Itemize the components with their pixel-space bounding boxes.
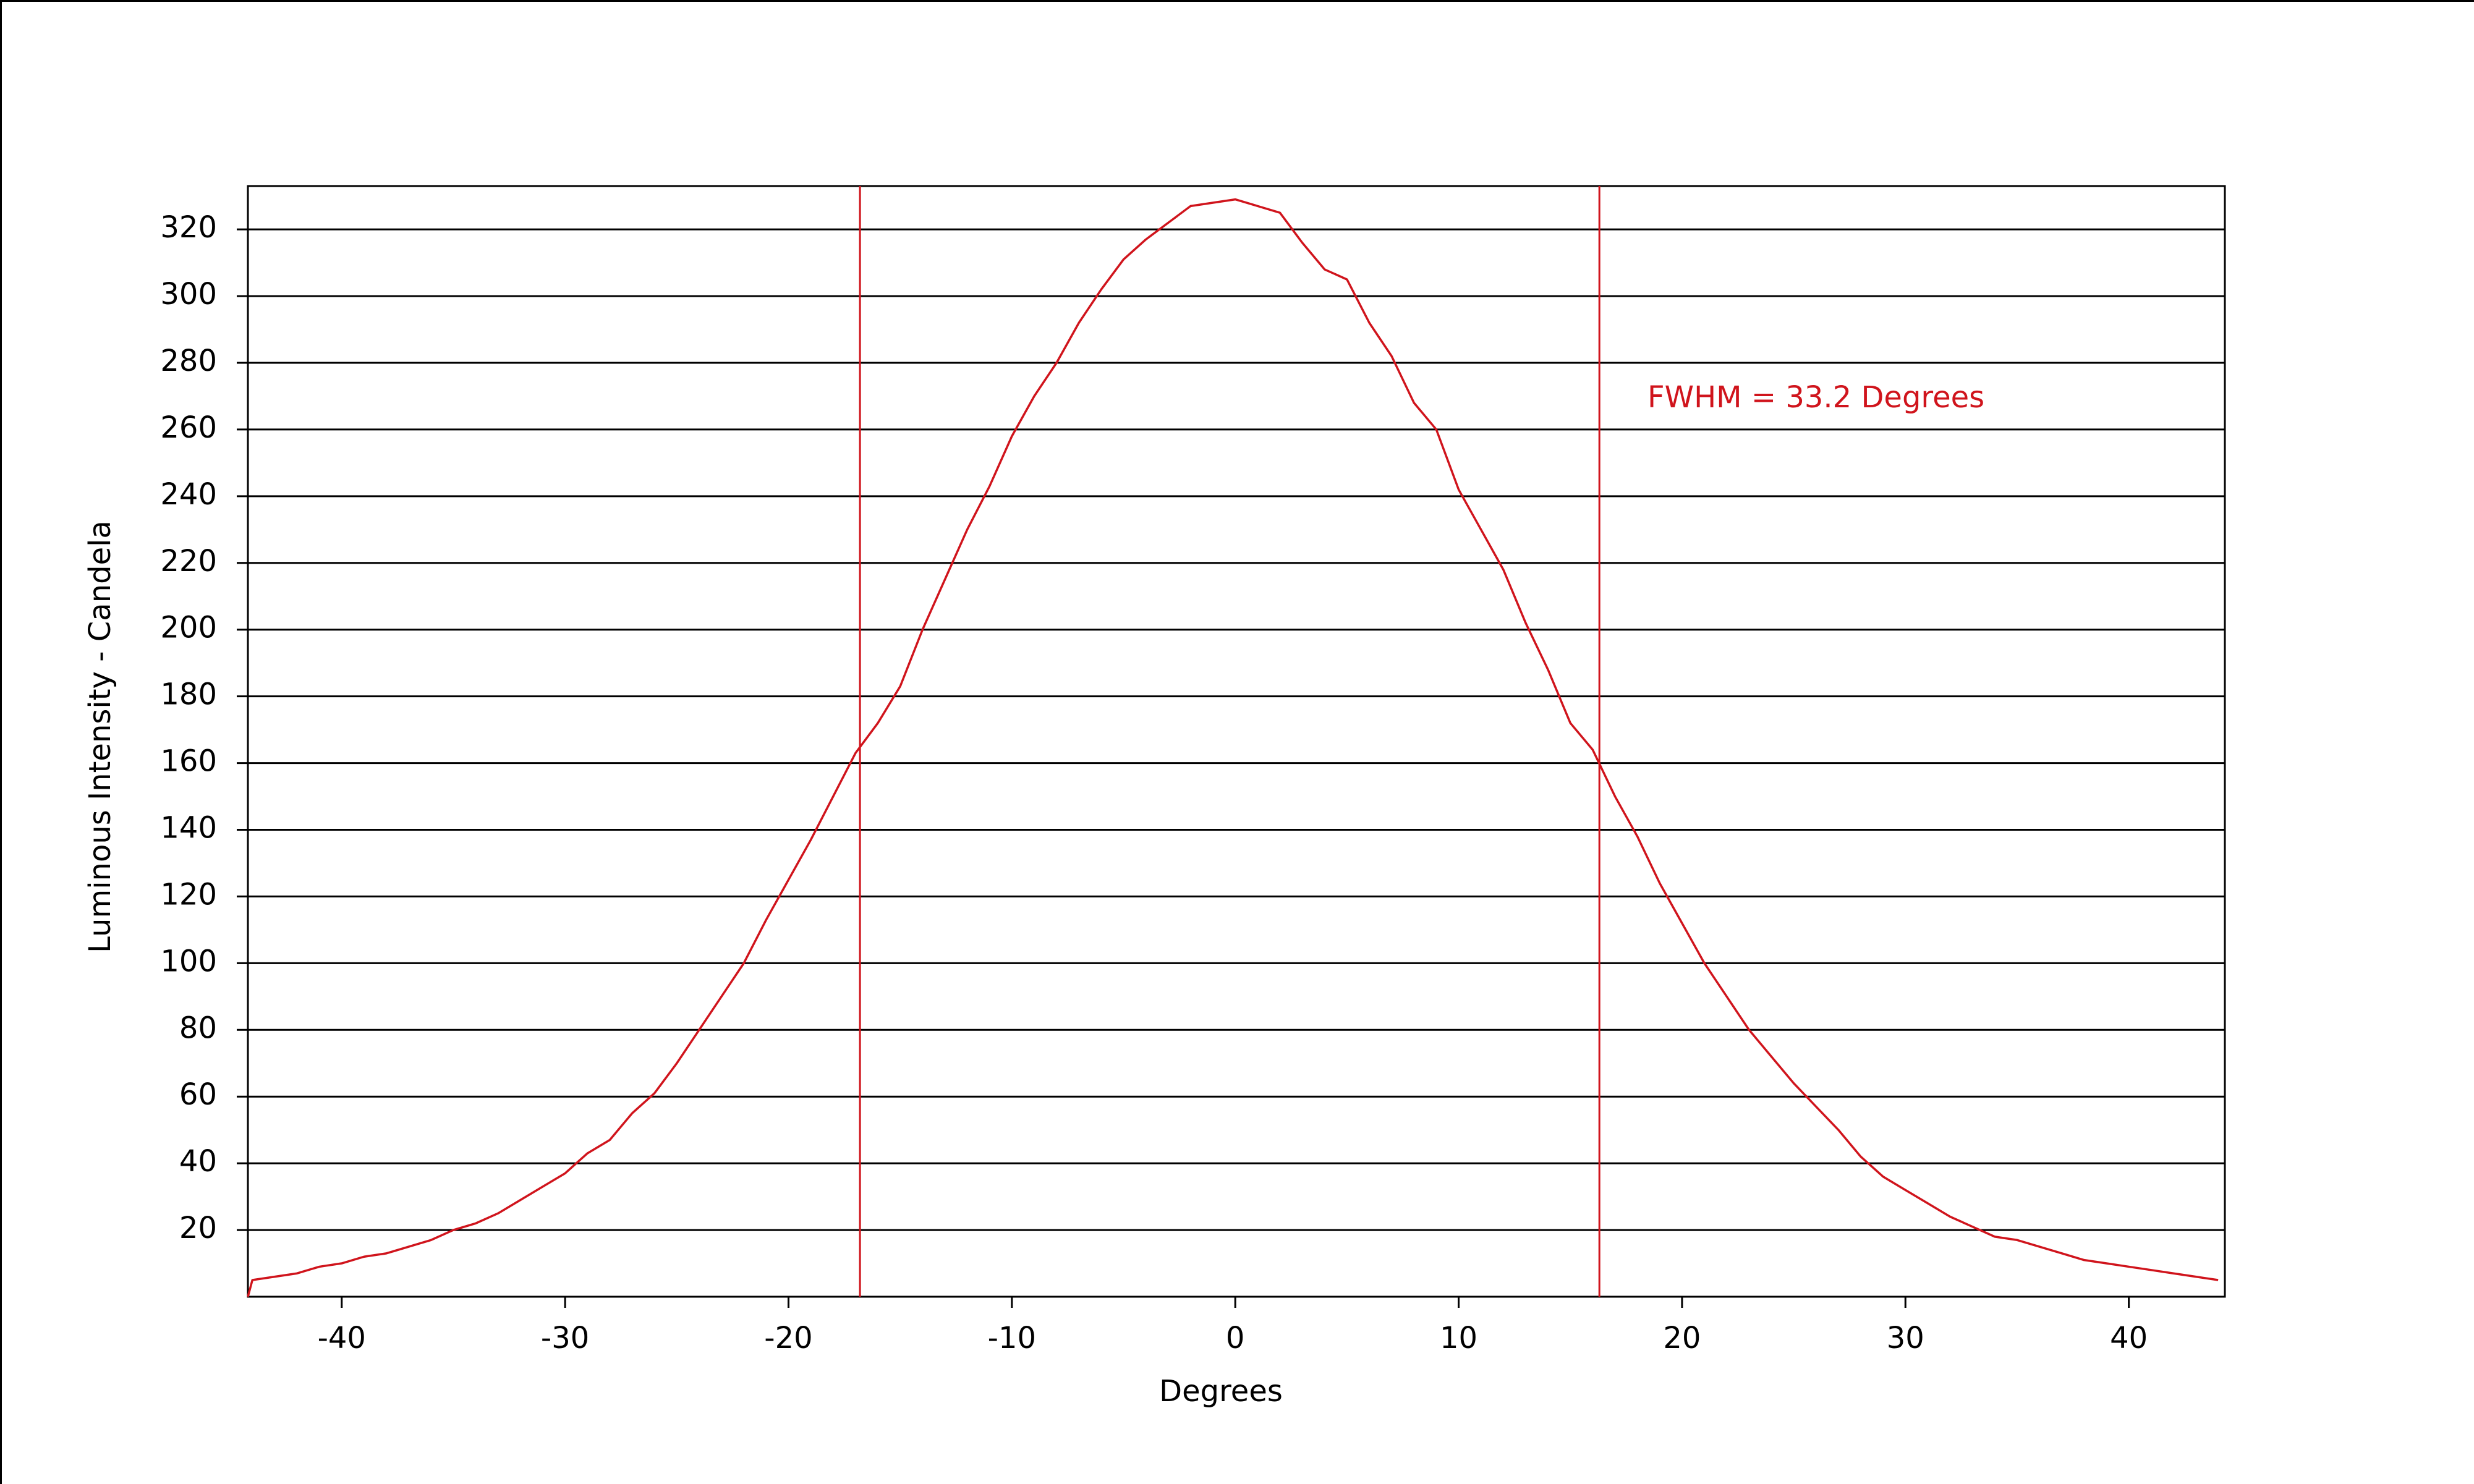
x-axis-label: Degrees <box>1159 1374 1283 1409</box>
y-tick-label: 320 <box>160 210 217 245</box>
plot-frame <box>247 185 2226 1298</box>
x-tick-label: 40 <box>2110 1321 2148 1355</box>
y-axis-label: Luminous Intensity - Candela <box>83 520 117 953</box>
y-tick-label: 20 <box>179 1211 217 1245</box>
y-tick-label: 180 <box>160 677 217 712</box>
y-tick-label: 280 <box>160 344 217 378</box>
y-tick-label: 100 <box>160 944 217 978</box>
x-tick-label: -30 <box>541 1321 589 1355</box>
x-tick-label: -10 <box>988 1321 1036 1355</box>
x-tick-label: -40 <box>318 1321 366 1355</box>
x-tick-label: -20 <box>764 1321 812 1355</box>
x-tick-label: 20 <box>1663 1321 1701 1355</box>
y-tick-label: 60 <box>179 1077 217 1112</box>
y-tick-label: 220 <box>160 544 217 579</box>
y-tick-label: 40 <box>179 1144 217 1179</box>
y-tick-label: 240 <box>160 477 217 512</box>
y-tick-label: 80 <box>179 1011 217 1045</box>
y-tick-label: 300 <box>160 277 217 312</box>
y-tick-label: 200 <box>160 611 217 645</box>
x-tick-label: 30 <box>1887 1321 1924 1355</box>
y-tick-label: 160 <box>160 744 217 779</box>
annotation: FWHM = 33.2 Degrees <box>1647 380 1984 415</box>
y-tick-label: 120 <box>160 877 217 912</box>
x-tick-label: 10 <box>1440 1321 1477 1355</box>
x-tick-label: 0 <box>1226 1321 1245 1355</box>
y-tick-label: 140 <box>160 811 217 846</box>
data-line <box>247 198 2219 1297</box>
y-tick-label: 260 <box>160 410 217 445</box>
